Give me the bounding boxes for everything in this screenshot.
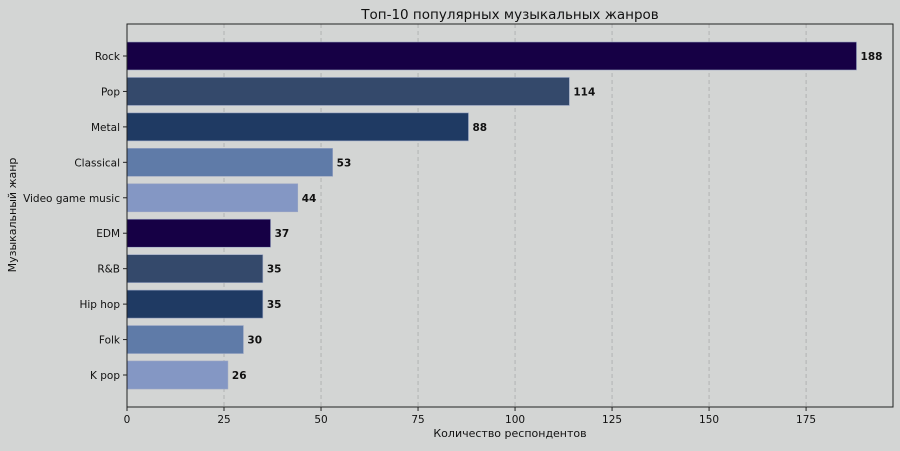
y-axis-label: Музыкальный жанр — [6, 158, 19, 273]
chart-title: Топ-10 популярных музыкальных жанров — [360, 7, 659, 23]
x-tick-label: 175 — [796, 414, 816, 426]
bar-metal — [126, 112, 469, 142]
data-label: 35 — [267, 299, 282, 311]
y-tick-label: Pop — [101, 86, 120, 98]
bar-r-b — [126, 254, 264, 283]
data-label: 26 — [232, 370, 247, 382]
y-tick-label: Video game music — [23, 193, 120, 205]
data-label: 53 — [337, 157, 352, 169]
y-tick-label: Classical — [74, 157, 120, 169]
data-label: 35 — [267, 264, 282, 276]
y-tick-label: K pop — [90, 370, 120, 382]
x-tick-label: 0 — [124, 414, 131, 426]
y-tick-label: Hip hop — [79, 299, 120, 311]
x-tick-label: 150 — [699, 414, 719, 426]
data-label: 37 — [275, 228, 290, 240]
data-label: 188 — [861, 51, 883, 63]
bars: 188 114 88 53 44 37 35 35 30 26 — [126, 41, 883, 390]
bar-pop — [126, 77, 570, 106]
bar-rock — [126, 41, 857, 71]
x-axis: 0 25 50 75 100 125 150 175 — [124, 407, 816, 426]
data-label: 44 — [302, 193, 317, 205]
bar-edm — [126, 218, 271, 248]
bar-hip-hop — [126, 289, 264, 319]
x-tick-label: 125 — [602, 414, 622, 426]
bar-k-pop — [126, 360, 229, 390]
data-label: 88 — [472, 122, 487, 134]
y-tick-label: Folk — [99, 335, 121, 347]
data-label: 114 — [573, 86, 595, 98]
x-tick-label: 25 — [217, 414, 230, 426]
y-tick-label: Metal — [91, 122, 120, 134]
y-tick-label: Rock — [95, 51, 121, 63]
bar-folk — [126, 325, 244, 354]
y-tick-label: R&B — [97, 264, 120, 276]
x-axis-label: Количество респондентов — [433, 427, 586, 440]
bar-classical — [126, 148, 333, 177]
data-label: 30 — [247, 335, 262, 347]
y-axis: Rock Pop Metal Classical Video game music EDM… — [23, 51, 127, 382]
x-tick-label: 100 — [505, 414, 525, 426]
plot-frame — [126, 23, 894, 408]
y-tick-label: EDM — [96, 228, 120, 240]
x-tick-label: 50 — [314, 414, 327, 426]
bar-video-game-music — [126, 183, 299, 213]
x-tick-label: 75 — [411, 414, 424, 426]
